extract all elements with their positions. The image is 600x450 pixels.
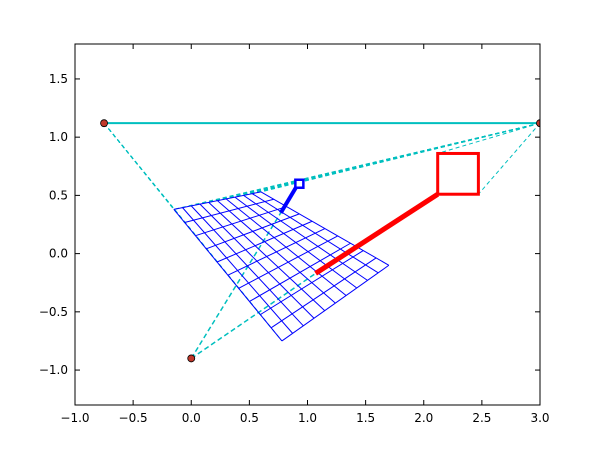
plot-area	[100, 119, 540, 363]
axis-ticks: −1.0 −0.5 0.0 0.5 1.0 1.5 2.0 2.5 3.0 −1.0 −0.5 0.0…	[39, 44, 550, 425]
bottom-dashed-line	[190, 272, 317, 360]
x-tick-label: 0.0	[182, 411, 201, 425]
y-tick-label: −1.0	[39, 363, 68, 377]
grid-line	[206, 213, 300, 250]
x-tick-label: 3.0	[530, 411, 549, 425]
data-point	[100, 119, 108, 128]
x-tick-label: −1.0	[60, 411, 89, 425]
y-tick-label: 1.5	[49, 72, 68, 86]
x-tick-label: 1.5	[356, 411, 375, 425]
y-tick-label: 0.0	[49, 247, 68, 261]
data-point	[187, 354, 196, 363]
x-tick-label: 2.5	[472, 411, 491, 425]
grid-line	[216, 220, 313, 263]
grid-line	[227, 228, 326, 276]
red-segment	[314, 192, 440, 276]
blue-square-marker	[294, 178, 305, 189]
grid-line	[184, 198, 274, 224]
x-tick-label: 2.0	[414, 411, 433, 425]
vanishing-line-right	[260, 122, 540, 193]
grid-line	[249, 242, 351, 302]
bottom-dashed-line	[190, 212, 282, 359]
x-tick-label: −0.5	[119, 411, 148, 425]
grid-line	[260, 250, 364, 316]
y-tick-label: 0.5	[49, 188, 68, 202]
y-tick-label: −0.5	[39, 305, 68, 319]
grid-line	[281, 264, 390, 342]
grid-line	[238, 235, 338, 289]
x-tick-label: 1.0	[298, 411, 317, 425]
grid-line	[195, 206, 287, 237]
data-point	[536, 119, 540, 128]
y-tick-label: 1.0	[49, 130, 68, 144]
x-tick-label: 0.5	[240, 411, 259, 425]
red-square	[436, 151, 480, 196]
vanishing-line-red-square	[478, 122, 540, 195]
grid-line	[270, 257, 377, 329]
vanishing-line-red-square	[437, 122, 540, 154]
grid-line	[173, 191, 262, 210]
